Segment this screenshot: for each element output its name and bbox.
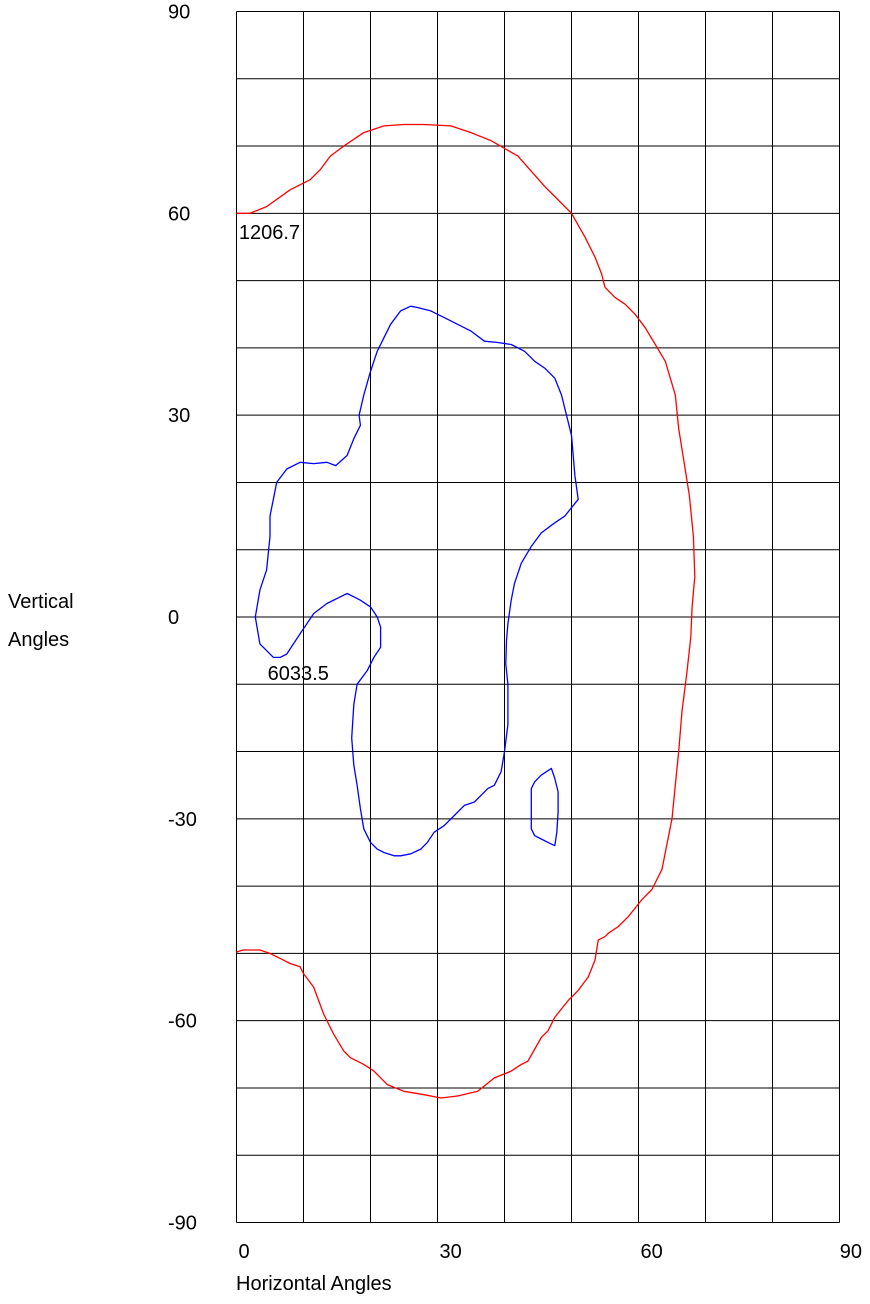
tick-labels: 0 30 60 90 90 60 30 0 -30 -60 -90 1206.7 6033.5 (168, 2, 862, 1264)
y-tick-label: -30 (168, 809, 197, 831)
y-axis-label-line-2: Angles (8, 629, 69, 651)
y-tick-label: 60 (168, 203, 190, 225)
contour-line-1 (236, 123, 696, 1099)
y-tick-label: 90 (168, 2, 190, 24)
contour-line-3 (530, 767, 559, 847)
x-tick-label: 90 (840, 1241, 862, 1263)
contour-lines (236, 123, 696, 1099)
contour-value-label: 1206.7 (239, 222, 300, 244)
contour-line-2 (254, 305, 579, 857)
x-tick-label: 60 (641, 1241, 663, 1263)
x-axis-label: Horizontal Angles (236, 1273, 392, 1295)
x-tick-label: 30 (440, 1241, 462, 1263)
y-tick-label: -60 (168, 1011, 197, 1033)
y-tick-label: 30 (168, 405, 190, 427)
x-tick-label: 0 (239, 1241, 250, 1263)
y-axis-label-line-1: Vertical (8, 591, 74, 613)
grid (236, 11, 840, 1223)
contour-value-label: 6033.5 (268, 663, 329, 685)
y-tick-label: -90 (168, 1213, 197, 1235)
y-tick-label: 0 (168, 607, 179, 629)
